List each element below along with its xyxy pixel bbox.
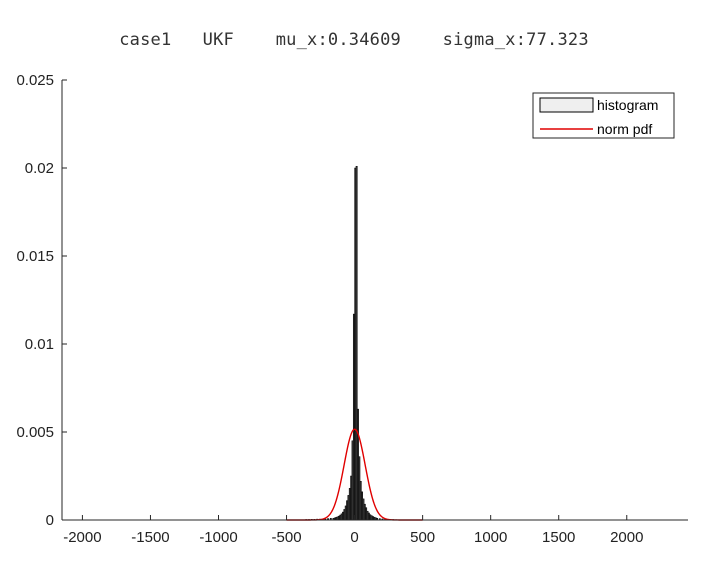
- x-tick-label: -2000: [63, 529, 101, 546]
- y-tick-label: 0.005: [16, 424, 54, 441]
- x-tick-label: 500: [410, 529, 435, 546]
- y-tick-label: 0: [46, 512, 54, 529]
- chart-title: case1 UKF mu_x:0.34609 sigma_x:77.323: [119, 30, 589, 50]
- y-tick-label: 0.025: [16, 72, 54, 89]
- x-tick-label: -500: [272, 529, 302, 546]
- x-tick-label: 1000: [474, 529, 507, 546]
- x-tick-label: 0: [350, 529, 358, 546]
- x-ticks: -2000 -1500 -1000 -500 0 500 1000 1500 2000: [63, 515, 643, 546]
- axes: [61, 80, 688, 521]
- x-tick-label: -1500: [131, 529, 169, 546]
- legend-histogram-label: histogram: [597, 97, 658, 113]
- y-tick-label: 0.01: [25, 336, 54, 353]
- y-tick-label: 0.015: [16, 248, 54, 265]
- legend-pdf-label: norm pdf: [597, 121, 652, 137]
- x-tick-label: -1000: [199, 529, 237, 546]
- x-tick-label: 1500: [542, 529, 575, 546]
- histogram-bars: [305, 165, 398, 521]
- legend: histogram norm pdf: [532, 92, 675, 139]
- legend-histogram-swatch: [539, 97, 594, 113]
- x-tick-label: 2000: [610, 529, 643, 546]
- y-tick-label: 0.02: [25, 160, 54, 177]
- y-ticks: 0 0.005 0.01 0.015 0.02 0.025: [16, 72, 67, 529]
